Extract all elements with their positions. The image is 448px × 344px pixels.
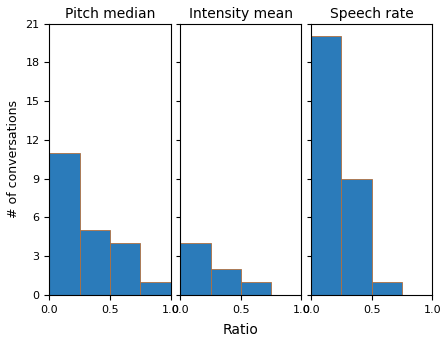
- Title: Speech rate: Speech rate: [330, 7, 414, 21]
- Title: Intensity mean: Intensity mean: [189, 7, 293, 21]
- Bar: [80, 230, 110, 295]
- Bar: [49, 153, 80, 295]
- Y-axis label: # of conversations: # of conversations: [7, 100, 20, 218]
- Bar: [211, 269, 241, 295]
- Bar: [110, 243, 140, 295]
- Bar: [140, 282, 171, 295]
- Bar: [180, 243, 211, 295]
- Title: Pitch median: Pitch median: [65, 7, 155, 21]
- Bar: [341, 179, 372, 295]
- Bar: [311, 36, 341, 295]
- X-axis label: Ratio: Ratio: [223, 323, 259, 337]
- Bar: [372, 282, 402, 295]
- Bar: [241, 282, 271, 295]
